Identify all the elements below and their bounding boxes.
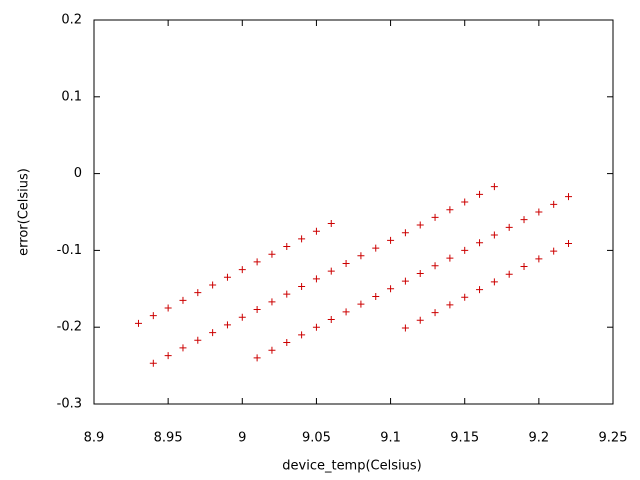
point	[223, 273, 231, 281]
point	[387, 236, 395, 244]
point	[490, 231, 498, 239]
point	[283, 290, 291, 298]
point	[520, 216, 528, 224]
point	[550, 200, 558, 208]
point	[209, 329, 217, 337]
y-tick-label: -0.2	[57, 320, 82, 335]
point	[312, 227, 320, 235]
point	[268, 250, 276, 258]
point	[550, 247, 558, 255]
point	[268, 346, 276, 354]
x-tick-label: 9.05	[302, 431, 331, 446]
x-tick-label: 8.95	[154, 431, 183, 446]
point	[490, 278, 498, 286]
x-tick-label: 9.25	[599, 431, 628, 446]
point	[520, 263, 528, 271]
point	[431, 213, 439, 221]
point	[298, 331, 306, 339]
point	[490, 183, 498, 191]
point	[164, 352, 172, 360]
point	[476, 286, 484, 294]
x-axis-label: device_temp(Celsius)	[282, 459, 421, 474]
point	[535, 255, 543, 263]
point	[327, 267, 335, 275]
point	[431, 309, 439, 317]
point	[401, 324, 409, 332]
point	[179, 296, 187, 304]
point	[461, 246, 469, 254]
point	[327, 316, 335, 324]
point	[565, 239, 573, 247]
y-tick-label: 0.2	[61, 13, 82, 28]
point	[253, 258, 261, 266]
point	[209, 281, 217, 289]
point	[283, 243, 291, 251]
point	[342, 308, 350, 316]
point	[446, 254, 454, 262]
point	[268, 298, 276, 306]
point	[372, 244, 380, 252]
point	[357, 252, 365, 260]
point	[179, 344, 187, 352]
point	[164, 304, 172, 312]
point	[238, 313, 246, 321]
point	[194, 289, 202, 297]
y-tick-label: 0	[74, 166, 82, 181]
point	[461, 293, 469, 301]
point	[476, 190, 484, 198]
point	[446, 206, 454, 214]
point	[149, 312, 157, 320]
x-tick-label: 9.1	[380, 431, 401, 446]
point	[238, 266, 246, 274]
point	[505, 223, 513, 231]
point	[416, 316, 424, 324]
point	[223, 321, 231, 329]
point	[505, 270, 513, 278]
point	[431, 262, 439, 270]
y-tick-label: -0.1	[57, 243, 82, 258]
point	[134, 319, 142, 327]
point	[357, 300, 365, 308]
x-tick-label: 9.2	[529, 431, 550, 446]
x-tick-label: 9.15	[450, 431, 479, 446]
point	[253, 306, 261, 314]
point	[283, 339, 291, 347]
point	[401, 229, 409, 237]
point	[312, 323, 320, 331]
point	[565, 193, 573, 201]
point	[327, 220, 335, 228]
point	[416, 221, 424, 229]
point	[149, 359, 157, 367]
point	[535, 208, 543, 216]
point	[416, 269, 424, 277]
point	[476, 239, 484, 247]
point	[446, 301, 454, 309]
y-axis-label: error(Celsius)	[17, 168, 32, 256]
point	[194, 336, 202, 344]
point	[387, 285, 395, 293]
point	[253, 354, 261, 362]
point	[401, 277, 409, 285]
point	[342, 259, 350, 267]
y-tick-label: -0.3	[57, 397, 82, 412]
point	[298, 235, 306, 243]
point	[461, 198, 469, 206]
point	[312, 275, 320, 283]
y-tick-label: 0.1	[61, 89, 82, 104]
x-tick-label: 8.9	[84, 431, 105, 446]
x-tick-label: 9	[238, 431, 246, 446]
point	[298, 282, 306, 290]
point	[372, 292, 380, 300]
plot-border	[93, 19, 614, 405]
